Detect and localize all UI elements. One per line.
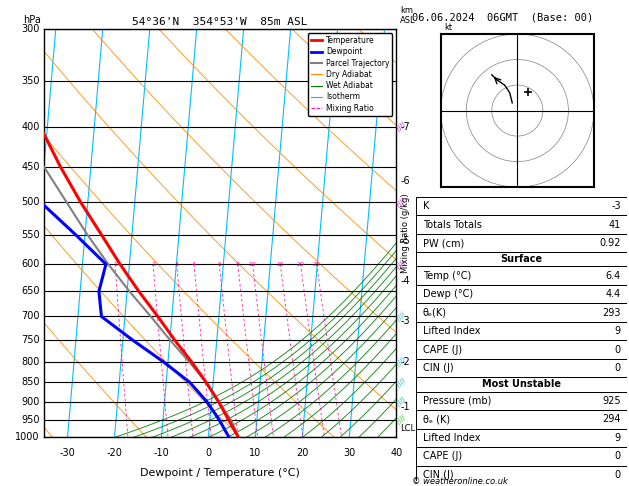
Text: -30: -30 bbox=[60, 448, 75, 458]
Text: ////: //// bbox=[396, 311, 407, 322]
Text: 30: 30 bbox=[343, 448, 355, 458]
Text: 700: 700 bbox=[21, 312, 40, 321]
Text: 0: 0 bbox=[615, 345, 621, 355]
Text: Mixing Ratio (g/kg): Mixing Ratio (g/kg) bbox=[401, 193, 410, 273]
Text: ////: //// bbox=[396, 377, 407, 388]
Text: 4: 4 bbox=[192, 261, 196, 267]
Text: ////: //// bbox=[396, 259, 407, 270]
Text: 10: 10 bbox=[248, 261, 257, 267]
Text: 293: 293 bbox=[603, 308, 621, 318]
Text: CIN (J): CIN (J) bbox=[423, 470, 454, 480]
Text: LCL: LCL bbox=[401, 424, 416, 434]
Text: -6: -6 bbox=[401, 176, 410, 187]
Text: -20: -20 bbox=[106, 448, 123, 458]
Text: kt: kt bbox=[444, 23, 452, 33]
Text: 3: 3 bbox=[175, 261, 179, 267]
Text: Pressure (mb): Pressure (mb) bbox=[423, 396, 491, 406]
Text: 4.4: 4.4 bbox=[606, 289, 621, 299]
Text: 1000: 1000 bbox=[15, 433, 40, 442]
Text: ////: //// bbox=[396, 396, 407, 407]
Text: θₑ (K): θₑ (K) bbox=[423, 414, 450, 424]
Text: 2: 2 bbox=[151, 261, 155, 267]
Text: ////: //// bbox=[396, 197, 407, 208]
Text: 9: 9 bbox=[615, 326, 621, 336]
Text: 20: 20 bbox=[297, 261, 304, 267]
Text: Dewpoint / Temperature (°C): Dewpoint / Temperature (°C) bbox=[140, 468, 300, 478]
Text: 750: 750 bbox=[21, 335, 40, 345]
Text: 0: 0 bbox=[205, 448, 211, 458]
Text: ////: //// bbox=[396, 121, 407, 132]
Text: 400: 400 bbox=[21, 122, 40, 132]
Text: CIN (J): CIN (J) bbox=[423, 363, 454, 373]
Text: 850: 850 bbox=[21, 377, 40, 387]
Text: 20: 20 bbox=[296, 448, 309, 458]
Text: © weatheronline.co.uk: © weatheronline.co.uk bbox=[412, 477, 508, 486]
Text: 900: 900 bbox=[21, 397, 40, 407]
Text: Most Unstable: Most Unstable bbox=[482, 380, 561, 389]
Text: 1: 1 bbox=[113, 261, 117, 267]
Text: -7: -7 bbox=[401, 122, 410, 132]
Text: 600: 600 bbox=[21, 259, 40, 269]
Text: hPa: hPa bbox=[23, 15, 41, 25]
Text: θₑ(K): θₑ(K) bbox=[423, 308, 447, 318]
Text: -2: -2 bbox=[401, 357, 410, 367]
Text: 0: 0 bbox=[615, 451, 621, 461]
Text: 650: 650 bbox=[21, 286, 40, 296]
Text: 06.06.2024  06GMT  (Base: 00): 06.06.2024 06GMT (Base: 00) bbox=[412, 13, 593, 22]
Text: CAPE (J): CAPE (J) bbox=[423, 345, 462, 355]
Text: 10: 10 bbox=[249, 448, 262, 458]
Text: Dewp (°C): Dewp (°C) bbox=[423, 289, 473, 299]
Text: 925: 925 bbox=[602, 396, 621, 406]
Text: ////: //// bbox=[396, 356, 407, 367]
Text: 8: 8 bbox=[236, 261, 240, 267]
Text: ////: //// bbox=[396, 415, 407, 425]
Text: 300: 300 bbox=[21, 24, 40, 34]
Text: 294: 294 bbox=[603, 414, 621, 424]
Text: 15: 15 bbox=[276, 261, 284, 267]
Text: -3: -3 bbox=[401, 316, 410, 326]
Text: 41: 41 bbox=[608, 220, 621, 229]
Text: 9: 9 bbox=[615, 433, 621, 443]
Text: -5: -5 bbox=[401, 236, 410, 246]
Text: 6: 6 bbox=[217, 261, 221, 267]
Text: 40: 40 bbox=[390, 448, 403, 458]
Legend: Temperature, Dewpoint, Parcel Trajectory, Dry Adiabat, Wet Adiabat, Isotherm, Mi: Temperature, Dewpoint, Parcel Trajectory… bbox=[308, 33, 392, 116]
Text: Surface: Surface bbox=[501, 254, 543, 264]
Text: K: K bbox=[423, 201, 429, 211]
Title: 54°36'N  354°53'W  85m ASL: 54°36'N 354°53'W 85m ASL bbox=[132, 17, 308, 27]
Text: 25: 25 bbox=[313, 261, 321, 267]
Text: 0.92: 0.92 bbox=[599, 238, 621, 248]
Text: 350: 350 bbox=[21, 76, 40, 87]
Text: 500: 500 bbox=[21, 197, 40, 208]
Text: PW (cm): PW (cm) bbox=[423, 238, 464, 248]
Text: 550: 550 bbox=[21, 230, 40, 240]
Text: km
ASL: km ASL bbox=[400, 6, 415, 25]
Text: 800: 800 bbox=[21, 357, 40, 367]
Text: Totals Totals: Totals Totals bbox=[423, 220, 482, 229]
Text: 0: 0 bbox=[615, 363, 621, 373]
Text: -10: -10 bbox=[153, 448, 169, 458]
Text: Lifted Index: Lifted Index bbox=[423, 433, 480, 443]
Text: 950: 950 bbox=[21, 415, 40, 425]
Text: -3: -3 bbox=[611, 201, 621, 211]
Text: 450: 450 bbox=[21, 162, 40, 172]
Text: 0: 0 bbox=[615, 470, 621, 480]
Text: -1: -1 bbox=[401, 402, 410, 412]
Text: Lifted Index: Lifted Index bbox=[423, 326, 480, 336]
Text: 6.4: 6.4 bbox=[606, 271, 621, 281]
Text: -4: -4 bbox=[401, 276, 410, 286]
Text: Temp (°C): Temp (°C) bbox=[423, 271, 471, 281]
Text: CAPE (J): CAPE (J) bbox=[423, 451, 462, 461]
